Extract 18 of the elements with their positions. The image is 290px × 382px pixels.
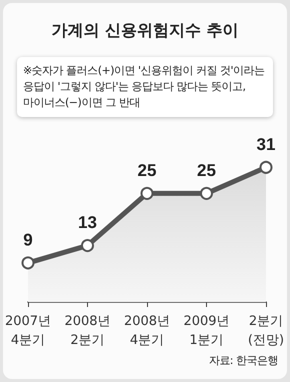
- x-tick-label: 2분기 (전망): [248, 314, 284, 348]
- text: 자료: 한국은행: [208, 353, 278, 368]
- point: [81, 239, 94, 252]
- chart-title: 가계의 신용위험지수 추이: [51, 20, 239, 40]
- data-label: 13: [78, 213, 97, 232]
- data-label: 31: [256, 134, 276, 154]
- x-tick-label: 2009년 1분기: [183, 314, 230, 348]
- x-tick-label: 2008년 2분기: [64, 314, 111, 348]
- point: [260, 160, 272, 174]
- point: [140, 186, 154, 200]
- x-tick-label: 2007년 4분기: [4, 314, 52, 348]
- point: [200, 186, 213, 200]
- data-label: 25: [138, 160, 156, 180]
- data-label: 25: [197, 160, 216, 180]
- x-tick-label: 2008년 4분기: [124, 314, 170, 348]
- text: ※숫자가 플러스(+)이면 '신용위험이 커질 것'이라는 응답이 '그렇지 않다'는 응답보다 많다는 뜻이고, 마이너스(−)이면 그 반대: [17, 57, 273, 117]
- data-label: 9: [23, 230, 33, 250]
- point: [22, 256, 34, 270]
